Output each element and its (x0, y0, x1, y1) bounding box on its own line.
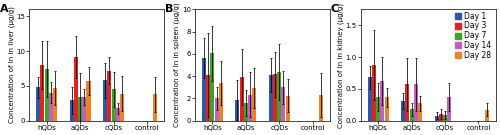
Bar (70, 100, 73, 121)
Bar (410, 109, 414, 121)
Bar (376, 97, 380, 121)
Bar (74, 57, 78, 121)
Bar (372, 65, 376, 121)
Bar (240, 77, 244, 121)
Bar (286, 96, 290, 121)
Bar (206, 75, 210, 121)
Bar (112, 89, 116, 121)
Bar (49, 93, 53, 121)
Bar (214, 98, 218, 121)
Bar (380, 81, 384, 121)
Bar (368, 77, 372, 121)
Text: C: C (331, 4, 339, 14)
Bar (269, 75, 273, 121)
Bar (319, 95, 323, 121)
Bar (219, 83, 223, 121)
Bar (248, 94, 252, 121)
Y-axis label: Concentration of In in spleen (μg/g): Concentration of In in spleen (μg/g) (174, 3, 180, 127)
Text: B: B (166, 4, 173, 14)
Bar (120, 94, 124, 121)
Bar (401, 101, 405, 121)
Bar (406, 84, 409, 121)
Bar (485, 110, 489, 121)
Bar (103, 80, 107, 121)
Bar (40, 65, 44, 121)
Bar (439, 114, 443, 121)
Bar (202, 58, 206, 121)
Bar (82, 97, 86, 121)
Bar (236, 100, 240, 121)
Bar (252, 88, 256, 121)
Bar (414, 84, 418, 121)
Bar (443, 115, 447, 121)
Bar (434, 116, 438, 121)
Bar (108, 71, 112, 121)
Bar (154, 94, 158, 121)
Bar (116, 108, 119, 121)
Bar (86, 81, 90, 121)
Bar (282, 87, 286, 121)
Legend: Day 1, Day 3, Day 7, Day 14, Day 28: Day 1, Day 3, Day 7, Day 14, Day 28 (454, 11, 492, 60)
Bar (44, 69, 48, 121)
Bar (36, 87, 40, 121)
Bar (273, 75, 277, 121)
Bar (244, 103, 248, 121)
Y-axis label: Concentration of In in kidney (μg/g): Concentration of In in kidney (μg/g) (338, 3, 344, 128)
Bar (53, 88, 57, 121)
Text: A: A (0, 4, 8, 14)
Bar (384, 97, 388, 121)
Bar (278, 72, 281, 121)
Bar (447, 97, 451, 121)
Bar (78, 97, 82, 121)
Bar (210, 53, 214, 121)
Bar (418, 104, 422, 121)
Y-axis label: Concentration of In in liver (μg/g): Concentration of In in liver (μg/g) (8, 7, 14, 123)
